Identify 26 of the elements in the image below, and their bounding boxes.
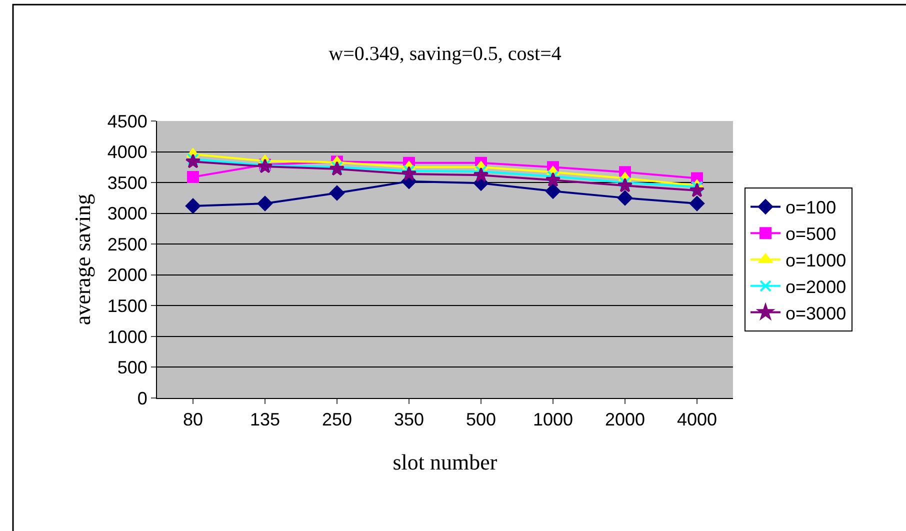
x-tick-label: 80 [182, 410, 204, 430]
x-tick-label: 4000 [676, 410, 718, 430]
legend-label: o=100 [786, 198, 836, 218]
legend-label: o=2000 [786, 276, 846, 297]
legend-label: o=3000 [786, 303, 846, 324]
legend-label: o=1000 [786, 250, 846, 271]
x-tick-label: 2000 [604, 410, 646, 430]
y-tick-label: 500 [117, 358, 148, 378]
y-tick-label: 2500 [107, 234, 148, 254]
y-tick-label: 3500 [107, 172, 148, 193]
legend-label: o=500 [786, 224, 836, 244]
y-tick-label: 4500 [107, 111, 148, 132]
y-tick-label: 2000 [107, 265, 148, 286]
chart-title: w=0.349, saving=0.5, cost=4 [328, 43, 562, 66]
x-axis-title: slot number [392, 450, 498, 474]
x-tick-label: 1000 [532, 410, 574, 430]
x-tick-label: 250 [322, 410, 352, 430]
x-tick-label: 135 [250, 410, 280, 430]
y-tick-label: 1500 [107, 296, 148, 316]
y-tick-label: 0 [137, 388, 148, 408]
y-tick-label: 4000 [107, 142, 148, 162]
y-tick-label: 1000 [107, 326, 148, 347]
x-tick-label: 350 [394, 410, 424, 430]
y-axis-title: average saving [70, 194, 96, 326]
x-tick-label: 500 [466, 410, 496, 430]
y-tick-label: 3000 [107, 204, 148, 224]
